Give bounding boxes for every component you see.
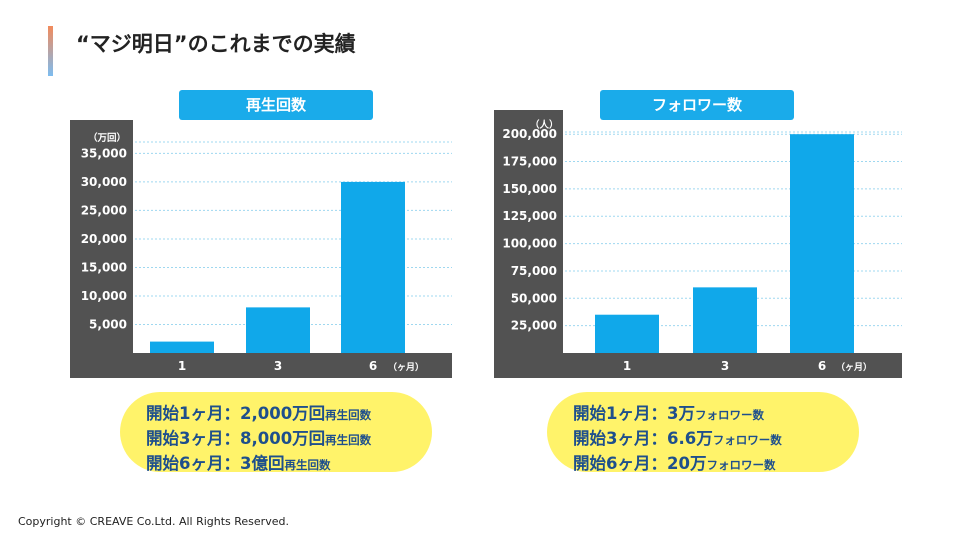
- summary-line: 開始1ヶ月：3万フォロワー数: [573, 402, 859, 427]
- followers-x-tick-label: 3: [721, 359, 729, 373]
- views-x-tick-label: 6: [369, 359, 377, 373]
- views-bar-3: [246, 307, 310, 353]
- followers-bar-6: [790, 134, 854, 353]
- followers-y-tick-label: 75,000: [511, 264, 557, 278]
- followers-y-tick-label: 100,000: [502, 237, 557, 251]
- views-y-tick-label: 15,000: [81, 260, 127, 274]
- followers-y-axis-panel: [494, 110, 563, 378]
- views-unit-label: （万回）: [88, 132, 126, 144]
- summary-metric: 再生回数: [325, 408, 372, 422]
- followers-summary: 開始1ヶ月：3万フォロワー数 開始3ヶ月：6.6万フォロワー数 開始6ヶ月：20万フ…: [547, 392, 859, 473]
- views-y-tick-label: 25,000: [81, 203, 127, 217]
- followers-y-tick-label: 150,000: [502, 182, 557, 196]
- followers-y-tick-label: 25,000: [511, 319, 557, 333]
- views-x-tick-label: 3: [274, 359, 282, 373]
- views-chart-label: 再生回数: [179, 90, 373, 120]
- summary-line: 開始3ヶ月：8,000万回再生回数: [146, 427, 432, 452]
- summary-line: 開始6ヶ月：20万フォロワー数: [573, 452, 859, 477]
- summary-line: 開始6ヶ月：3億回再生回数: [146, 452, 432, 477]
- views-y-tick-label: 35,000: [81, 146, 127, 160]
- summary-metric: 再生回数: [325, 433, 372, 447]
- followers-x-tick-label: 1: [623, 359, 631, 373]
- views-y-tick-label: 10,000: [81, 289, 127, 303]
- summary-value: 開始6ヶ月：3億回: [146, 454, 285, 473]
- summary-line: 開始1ヶ月：2,000万回再生回数: [146, 402, 432, 427]
- summary-metric: フォロワー数: [712, 433, 782, 447]
- summary-metric: フォロワー数: [694, 408, 764, 422]
- title-accent-bar: [48, 26, 53, 76]
- copyright-notice: Copyright © CREAVE Co.Ltd. All Rights Re…: [18, 515, 289, 528]
- followers-y-tick-label: 200,000: [502, 127, 557, 141]
- summary-line: 開始3ヶ月：6.6万フォロワー数: [573, 427, 859, 452]
- summary-value: 開始1ヶ月：3万: [573, 404, 695, 423]
- views-x-unit-label: （ヶ月）: [388, 362, 424, 373]
- summary-value: 開始3ヶ月：6.6万: [573, 429, 713, 448]
- followers-x-unit-label: （ヶ月）: [836, 362, 872, 373]
- views-bar-1: [150, 341, 214, 353]
- views-y-tick-label: 30,000: [81, 175, 127, 189]
- followers-x-axis-panel: [494, 353, 902, 378]
- views-y-axis-panel: [70, 120, 133, 378]
- views-y-tick-label: 5,000: [89, 317, 127, 331]
- summary-value: 開始3ヶ月：8,000万回: [146, 429, 326, 448]
- followers-chart-label: フォロワー数: [600, 90, 794, 120]
- views-chart: 5,000 10,000 15,000 20,000 25,000 30,000 35,00…: [70, 120, 452, 378]
- views-x-tick-label: 1: [178, 359, 186, 373]
- views-y-tick-label: 20,000: [81, 232, 127, 246]
- summary-value: 開始1ヶ月：2,000万回: [146, 404, 326, 423]
- followers-bar-1: [595, 314, 659, 353]
- views-x-axis-panel: [70, 353, 452, 378]
- followers-x-tick-label: 6: [818, 359, 826, 373]
- views-summary: 開始1ヶ月：2,000万回再生回数 開始3ヶ月：8,000万回再生回数 開始6ヶ月：…: [120, 392, 432, 473]
- page-title: “マジ明日”のこれまでの実績: [76, 32, 356, 56]
- followers-chart: 25,000 50,000 75,000 100,000 125,000 150,000 1…: [494, 110, 902, 378]
- followers-bar-3: [693, 287, 757, 353]
- followers-y-tick-label: 175,000: [502, 155, 557, 169]
- followers-y-tick-label: 125,000: [502, 209, 557, 223]
- followers-y-tick-label: 50,000: [511, 291, 557, 305]
- summary-value: 開始6ヶ月：20万: [573, 454, 707, 473]
- summary-metric: 再生回数: [284, 458, 331, 472]
- views-bar-6: [341, 181, 405, 353]
- summary-metric: フォロワー数: [706, 458, 776, 472]
- followers-unit-label: （人）: [530, 119, 559, 131]
